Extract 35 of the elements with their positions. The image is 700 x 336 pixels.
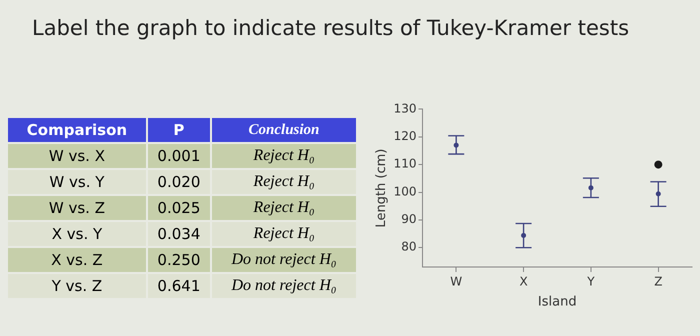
text: X vs. Z [8,248,146,272]
text: 0.641 [148,274,210,298]
text: 0.020 [148,170,210,194]
text: X vs. Y [8,222,146,246]
x-axis-title: Island [538,294,577,310]
text: W vs. Z [8,196,146,220]
x-tick-label: Y [586,274,596,288]
y-tick-label: 80 [401,240,417,254]
text: W vs. Y [8,170,146,194]
text: Y vs. Z [8,274,146,298]
point [654,160,662,169]
text: Comparison [8,118,146,142]
y-tick-label: 110 [394,156,417,171]
text: 0.001 [148,144,210,168]
text: P [148,118,210,142]
x-tick-label: Z [654,274,662,288]
x-tick-label: X [519,274,528,288]
y-tick-label: 90 [401,212,417,226]
text: Do not reject H₀ [212,274,356,298]
y-tick-label: 130 [394,101,417,116]
y-axis-title: Length (cm) [374,148,390,228]
text: Reject H₀ [212,170,356,194]
text: Reject H₀ [212,196,356,220]
text: W vs. X [8,144,146,168]
text: Reject H₀ [212,144,356,168]
text: Do not reject H₀ [212,248,356,272]
text: Reject H₀ [212,222,356,246]
y-tick-label: 100 [394,184,417,198]
y-tick-label: 120 [394,129,417,144]
text: 0.250 [148,248,210,272]
x-tick-label: W [450,274,462,288]
text: 0.034 [148,222,210,246]
text: 0.025 [148,196,210,220]
text: Conclusion [212,118,356,142]
text: Label the graph to indicate results of Tukey-Kramer tests [32,16,630,40]
